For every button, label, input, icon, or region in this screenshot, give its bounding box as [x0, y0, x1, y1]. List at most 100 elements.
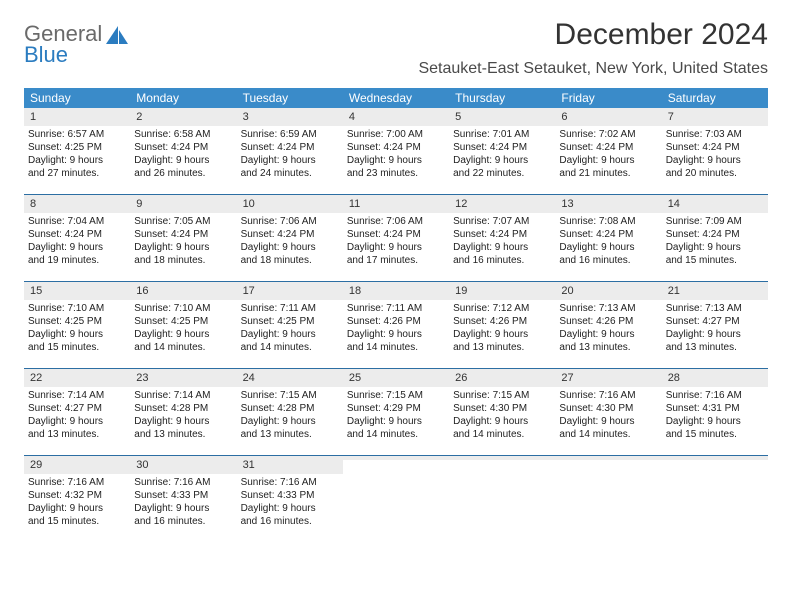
daylight-line2: and 26 minutes. — [134, 167, 232, 180]
sunrise-text: Sunrise: 7:01 AM — [453, 128, 551, 141]
day-cell: 26Sunrise: 7:15 AMSunset: 4:30 PMDayligh… — [449, 369, 555, 455]
daylight-line1: Daylight: 9 hours — [28, 328, 126, 341]
sunset-text: Sunset: 4:24 PM — [347, 228, 445, 241]
dow-monday: Monday — [130, 88, 236, 108]
day-cell: 22Sunrise: 7:14 AMSunset: 4:27 PMDayligh… — [24, 369, 130, 455]
sunrise-text: Sunrise: 7:05 AM — [134, 215, 232, 228]
daylight-line1: Daylight: 9 hours — [134, 502, 232, 515]
daylight-line2: and 16 minutes. — [559, 254, 657, 267]
week-row: 8Sunrise: 7:04 AMSunset: 4:24 PMDaylight… — [24, 195, 768, 282]
sunrise-text: Sunrise: 7:16 AM — [241, 476, 339, 489]
sunrise-text: Sunrise: 7:16 AM — [134, 476, 232, 489]
day-cell: 29Sunrise: 7:16 AMSunset: 4:32 PMDayligh… — [24, 456, 130, 542]
day-cell: 3Sunrise: 6:59 AMSunset: 4:24 PMDaylight… — [237, 108, 343, 194]
day-number: 21 — [662, 282, 768, 300]
day-number — [555, 456, 661, 460]
title-block: December 2024 Setauket-East Setauket, Ne… — [418, 18, 768, 78]
sunset-text: Sunset: 4:26 PM — [559, 315, 657, 328]
daylight-line1: Daylight: 9 hours — [241, 502, 339, 515]
daylight-line2: and 13 minutes. — [28, 428, 126, 441]
day-empty — [449, 456, 555, 542]
daylight-line2: and 14 minutes. — [241, 341, 339, 354]
daylight-line1: Daylight: 9 hours — [559, 241, 657, 254]
daylight-line1: Daylight: 9 hours — [666, 328, 764, 341]
daylight-line2: and 15 minutes. — [666, 428, 764, 441]
daylight-line2: and 14 minutes. — [453, 428, 551, 441]
weeks-container: 1Sunrise: 6:57 AMSunset: 4:25 PMDaylight… — [24, 108, 768, 542]
sunset-text: Sunset: 4:24 PM — [453, 141, 551, 154]
sunset-text: Sunset: 4:24 PM — [28, 228, 126, 241]
daylight-line2: and 16 minutes. — [241, 515, 339, 528]
day-cell: 6Sunrise: 7:02 AMSunset: 4:24 PMDaylight… — [555, 108, 661, 194]
dow-tuesday: Tuesday — [237, 88, 343, 108]
day-cell: 21Sunrise: 7:13 AMSunset: 4:27 PMDayligh… — [662, 282, 768, 368]
daylight-line1: Daylight: 9 hours — [347, 154, 445, 167]
sunrise-text: Sunrise: 7:07 AM — [453, 215, 551, 228]
daylight-line1: Daylight: 9 hours — [666, 241, 764, 254]
day-number: 16 — [130, 282, 236, 300]
month-title: December 2024 — [418, 18, 768, 52]
daylight-line1: Daylight: 9 hours — [28, 502, 126, 515]
day-number: 26 — [449, 369, 555, 387]
day-cell: 5Sunrise: 7:01 AMSunset: 4:24 PMDaylight… — [449, 108, 555, 194]
calendar: SundayMondayTuesdayWednesdayThursdayFrid… — [24, 88, 768, 542]
sunset-text: Sunset: 4:25 PM — [134, 315, 232, 328]
day-cell: 15Sunrise: 7:10 AMSunset: 4:25 PMDayligh… — [24, 282, 130, 368]
daylight-line2: and 27 minutes. — [28, 167, 126, 180]
sunset-text: Sunset: 4:33 PM — [134, 489, 232, 502]
sunset-text: Sunset: 4:29 PM — [347, 402, 445, 415]
location-subtitle: Setauket-East Setauket, New York, United… — [418, 60, 768, 78]
sunset-text: Sunset: 4:27 PM — [28, 402, 126, 415]
sunrise-text: Sunrise: 7:13 AM — [559, 302, 657, 315]
daylight-line2: and 24 minutes. — [241, 167, 339, 180]
daylight-line2: and 13 minutes. — [134, 428, 232, 441]
daylight-line2: and 16 minutes. — [453, 254, 551, 267]
day-cell: 20Sunrise: 7:13 AMSunset: 4:26 PMDayligh… — [555, 282, 661, 368]
day-number: 4 — [343, 108, 449, 126]
daylight-line1: Daylight: 9 hours — [347, 241, 445, 254]
day-number: 14 — [662, 195, 768, 213]
sunset-text: Sunset: 4:24 PM — [666, 228, 764, 241]
day-cell: 7Sunrise: 7:03 AMSunset: 4:24 PMDaylight… — [662, 108, 768, 194]
daylight-line1: Daylight: 9 hours — [28, 415, 126, 428]
sunset-text: Sunset: 4:33 PM — [241, 489, 339, 502]
day-cell: 27Sunrise: 7:16 AMSunset: 4:30 PMDayligh… — [555, 369, 661, 455]
sunrise-text: Sunrise: 7:06 AM — [241, 215, 339, 228]
day-number: 29 — [24, 456, 130, 474]
day-cell: 8Sunrise: 7:04 AMSunset: 4:24 PMDaylight… — [24, 195, 130, 281]
day-cell: 4Sunrise: 7:00 AMSunset: 4:24 PMDaylight… — [343, 108, 449, 194]
sunrise-text: Sunrise: 7:12 AM — [453, 302, 551, 315]
day-number: 25 — [343, 369, 449, 387]
sunrise-text: Sunrise: 7:15 AM — [347, 389, 445, 402]
day-number: 24 — [237, 369, 343, 387]
day-cell: 25Sunrise: 7:15 AMSunset: 4:29 PMDayligh… — [343, 369, 449, 455]
daylight-line1: Daylight: 9 hours — [134, 328, 232, 341]
daylight-line2: and 16 minutes. — [134, 515, 232, 528]
sunrise-text: Sunrise: 7:02 AM — [559, 128, 657, 141]
sunrise-text: Sunrise: 6:57 AM — [28, 128, 126, 141]
day-number: 30 — [130, 456, 236, 474]
week-row: 22Sunrise: 7:14 AMSunset: 4:27 PMDayligh… — [24, 369, 768, 456]
sunrise-text: Sunrise: 7:11 AM — [347, 302, 445, 315]
logo-word-blue: Blue — [24, 45, 102, 66]
daylight-line1: Daylight: 9 hours — [453, 241, 551, 254]
sunset-text: Sunset: 4:24 PM — [134, 141, 232, 154]
daylight-line1: Daylight: 9 hours — [559, 154, 657, 167]
day-number: 3 — [237, 108, 343, 126]
daylight-line2: and 20 minutes. — [666, 167, 764, 180]
day-cell: 19Sunrise: 7:12 AMSunset: 4:26 PMDayligh… — [449, 282, 555, 368]
daylight-line2: and 21 minutes. — [559, 167, 657, 180]
day-cell: 10Sunrise: 7:06 AMSunset: 4:24 PMDayligh… — [237, 195, 343, 281]
sunset-text: Sunset: 4:24 PM — [559, 228, 657, 241]
day-cell: 11Sunrise: 7:06 AMSunset: 4:24 PMDayligh… — [343, 195, 449, 281]
daylight-line2: and 15 minutes. — [666, 254, 764, 267]
sunset-text: Sunset: 4:24 PM — [134, 228, 232, 241]
sunrise-text: Sunrise: 7:16 AM — [666, 389, 764, 402]
daylight-line2: and 18 minutes. — [134, 254, 232, 267]
sunrise-text: Sunrise: 7:15 AM — [241, 389, 339, 402]
day-cell: 18Sunrise: 7:11 AMSunset: 4:26 PMDayligh… — [343, 282, 449, 368]
sunset-text: Sunset: 4:24 PM — [666, 141, 764, 154]
day-cell: 23Sunrise: 7:14 AMSunset: 4:28 PMDayligh… — [130, 369, 236, 455]
sunrise-text: Sunrise: 7:11 AM — [241, 302, 339, 315]
sunset-text: Sunset: 4:26 PM — [347, 315, 445, 328]
